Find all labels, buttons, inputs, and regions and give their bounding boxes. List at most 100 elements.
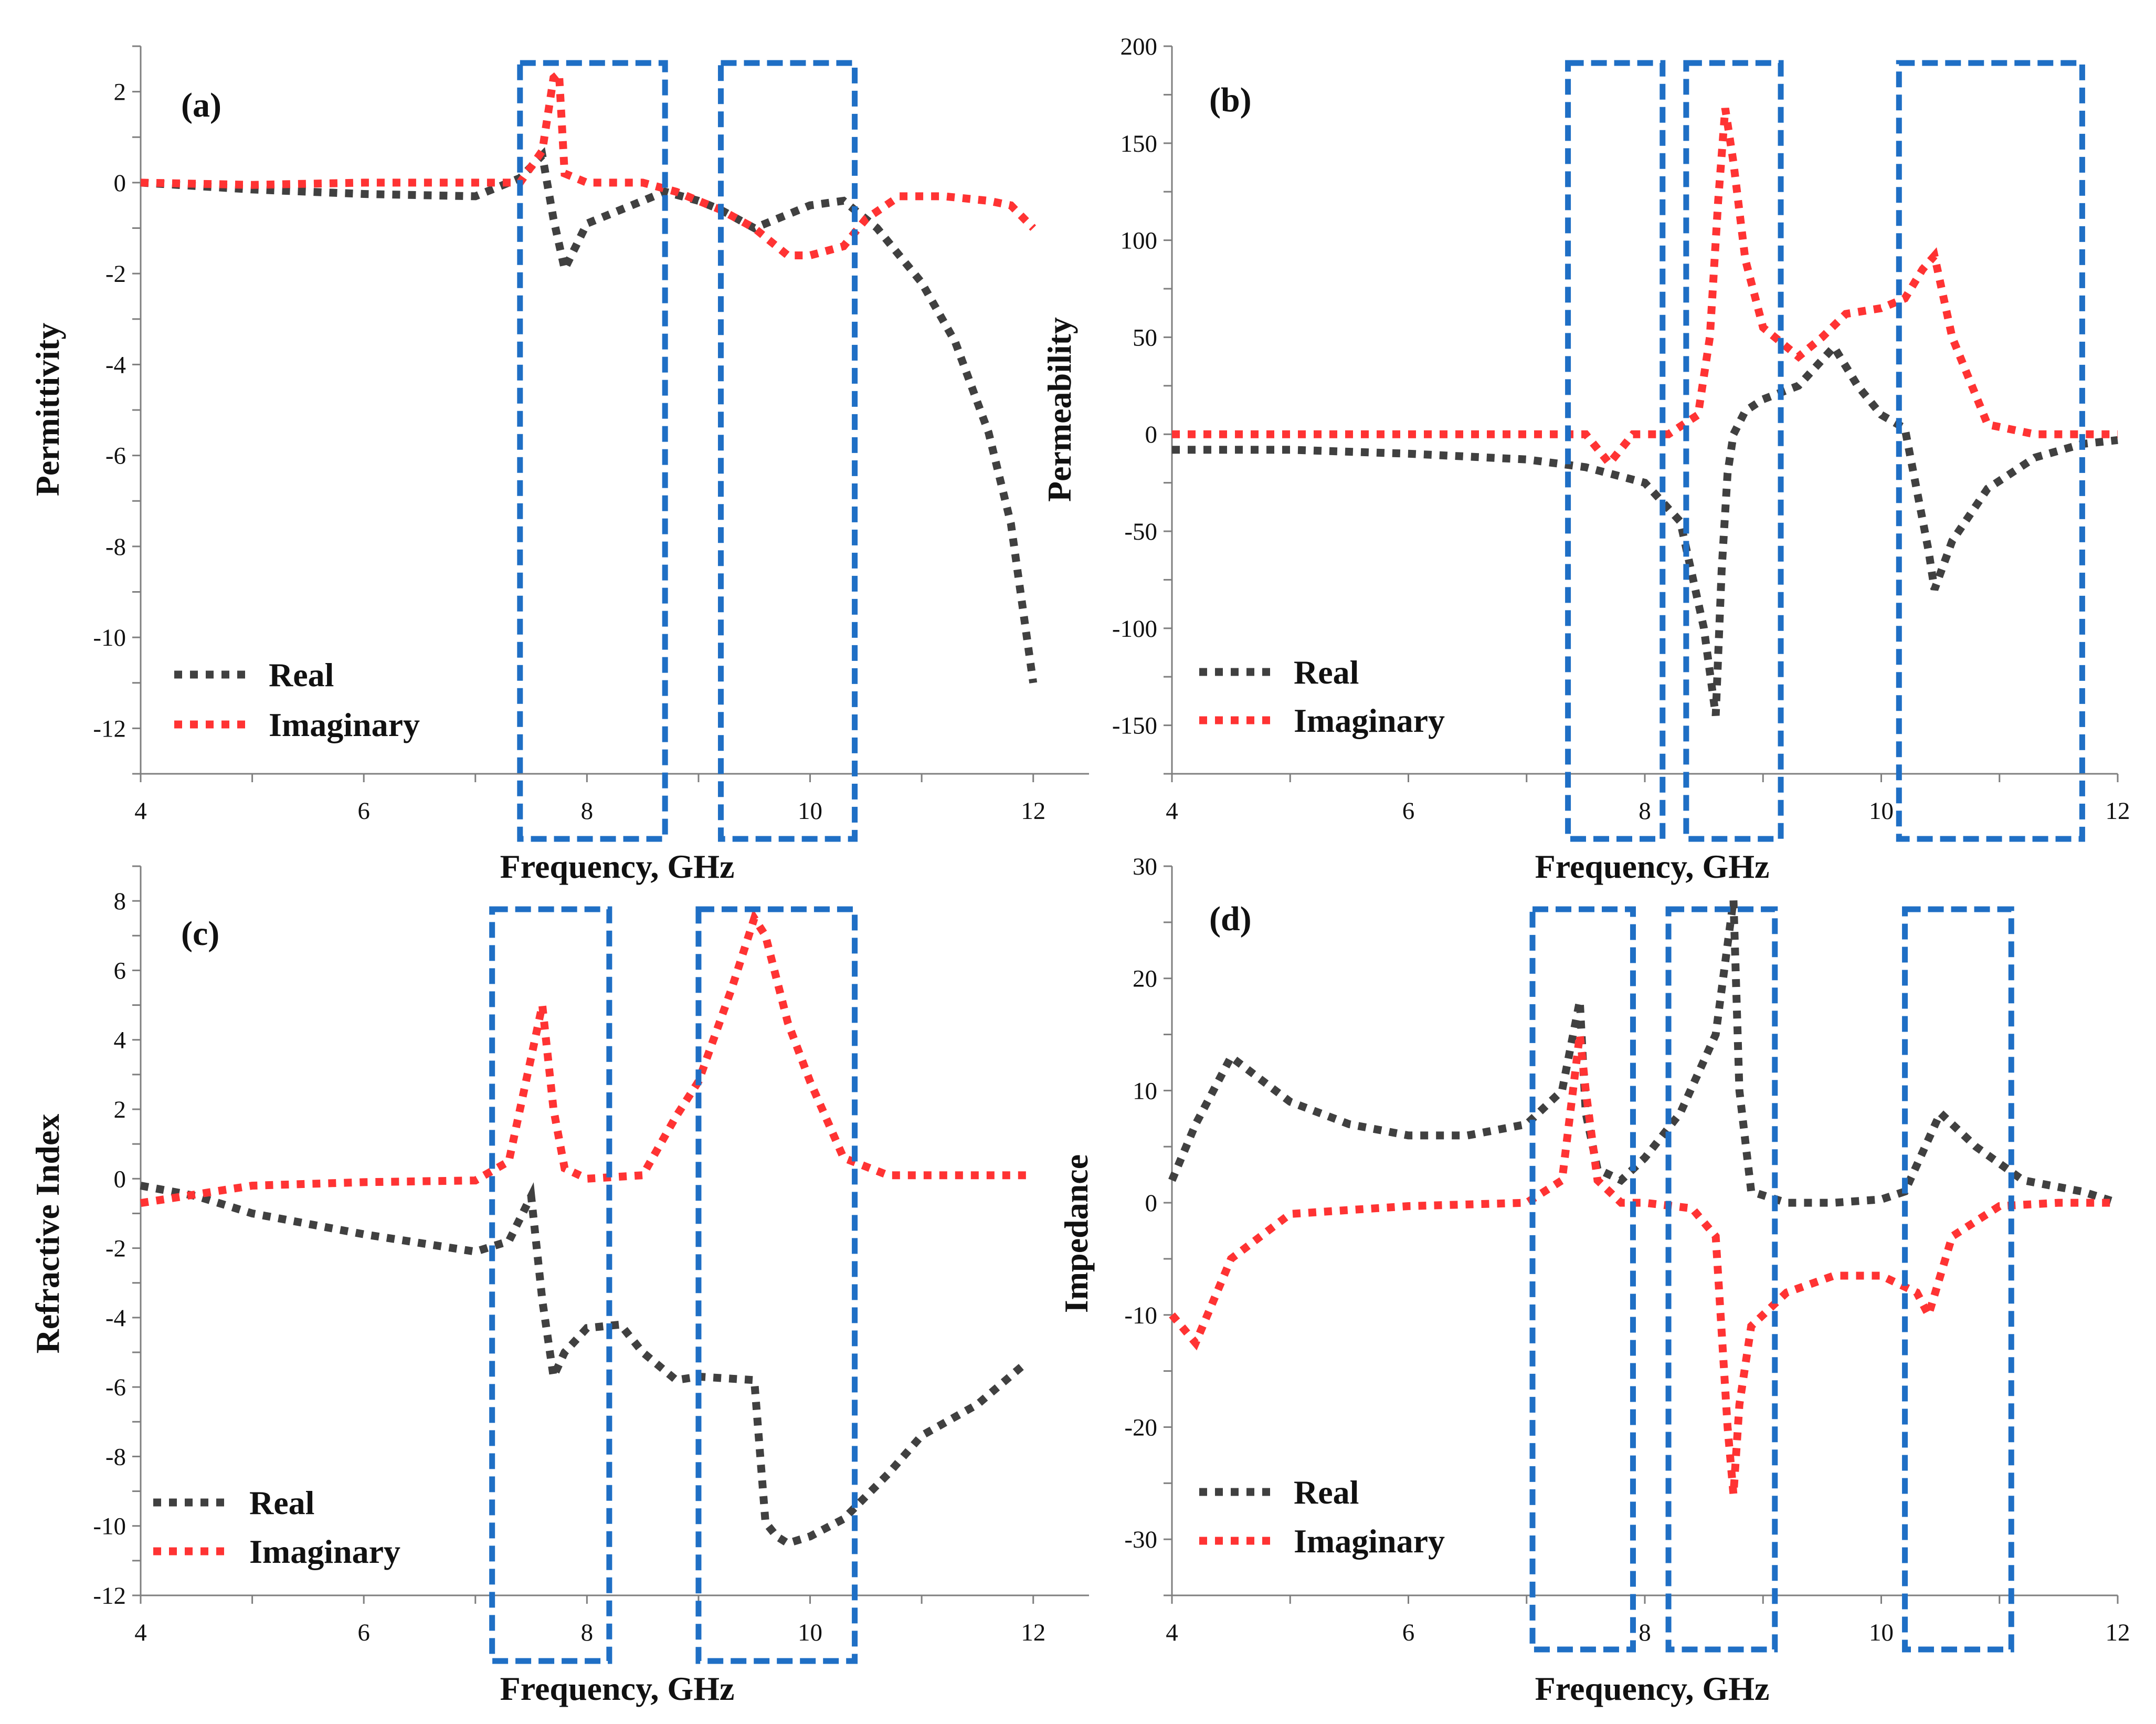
c-y-tick-label: -10	[93, 1513, 126, 1540]
panel-d: 30 20 10 0 -10 -20 -30 4 6 8 10 12 (d) Impedance Fr…	[1058, 853, 2130, 1707]
a-y-tick-label: 0	[114, 170, 126, 197]
c-y-tick-label: 0	[114, 1165, 126, 1193]
c-y-tick-label: -8	[105, 1443, 126, 1470]
a-y-tick-label: 2	[114, 79, 126, 106]
a-highlight-box-1	[517, 60, 668, 842]
panel-b-real-line	[1172, 340, 2118, 717]
d-highlight-box-3	[1902, 906, 2014, 1653]
a-x-tick-label: 12	[1021, 797, 1045, 825]
panel-c-x-title: Frequency, GHz	[500, 1670, 735, 1707]
d-y-tick-label: 10	[1133, 1077, 1157, 1105]
panel-b-axes: 200 150 100 50 0 -50 -100 -150 4 6 8 10 12	[1112, 33, 2130, 825]
panel-d-series	[1168, 899, 2119, 1495]
panel-b-legend-real: Real	[1294, 654, 1359, 691]
panel-a-series	[140, 65, 1038, 684]
b-y-tick-label: 0	[1145, 421, 1158, 448]
b-x-tick-label: 10	[1869, 797, 1894, 825]
c-x-tick-label: 12	[1021, 1619, 1045, 1646]
panel-c-highlight-boxes	[489, 906, 858, 1664]
c-x-tick-label: 4	[134, 1619, 147, 1646]
panel-b-legend: Real Imaginary	[1199, 654, 1445, 739]
panel-b-highlight-boxes	[1565, 60, 2085, 842]
panel-b-y-title: Permeability	[1041, 317, 1078, 502]
panel-a-legend-imaginary: Imaginary	[269, 706, 420, 743]
a-x-tick-label: 4	[134, 797, 147, 825]
b-x-tick-label: 8	[1639, 797, 1651, 825]
a-y-tick-label: -4	[105, 351, 126, 379]
c-x-tick-label: 8	[581, 1619, 594, 1646]
d-y-tick-label: -20	[1124, 1414, 1157, 1441]
panel-b-imaginary-line	[1172, 108, 2118, 470]
panel-d-x-title: Frequency, GHz	[1535, 1670, 1770, 1707]
panel-a-real-line	[140, 147, 1038, 684]
d-y-tick-label: 0	[1145, 1190, 1158, 1217]
c-y-tick-label: -12	[93, 1582, 126, 1610]
panel-d-y-title: Impedance	[1058, 1154, 1095, 1313]
panel-c-legend: Real Imaginary	[153, 1484, 400, 1570]
d-x-tick-label: 8	[1639, 1619, 1651, 1646]
panel-c-label: (c)	[181, 914, 219, 953]
panel-a-axes: 2 0 -2 -4 -6 -8 -10 -12 4 6 8 10 12	[93, 45, 1089, 825]
panel-c-series	[140, 909, 1033, 1548]
panel-a-label: (a)	[181, 86, 221, 124]
panel-d-real-line	[1168, 899, 2119, 1207]
d-y-tick-label: -30	[1124, 1526, 1157, 1553]
a-x-tick-label: 6	[357, 797, 370, 825]
a-y-tick-label: -8	[105, 533, 126, 561]
d-x-tick-label: 6	[1402, 1619, 1415, 1646]
d-y-tick-label: -10	[1124, 1302, 1157, 1329]
b-y-tick-label: -150	[1112, 712, 1157, 740]
b-x-tick-label: 4	[1166, 797, 1178, 825]
b-x-tick-label: 12	[2106, 797, 2130, 825]
panel-c: 8 6 4 2 0 -2 -4 -6 -8 -10 -12 4 6 8 10 12 (c) Refractiv…	[29, 865, 1089, 1707]
panel-b-legend-imaginary: Imaginary	[1294, 702, 1445, 739]
b-highlight-box-1	[1565, 60, 1666, 842]
b-x-tick-label: 6	[1402, 797, 1415, 825]
b-y-tick-label: -50	[1124, 518, 1157, 545]
d-highlight-box-2	[1665, 906, 1778, 1653]
c-y-tick-label: -6	[105, 1374, 126, 1401]
a-highlight-box-2	[717, 60, 858, 842]
c-y-tick-label: -2	[105, 1235, 126, 1263]
b-y-tick-label: 150	[1121, 130, 1158, 157]
panel-d-axes: 30 20 10 0 -10 -20 -30 4 6 8 10 12	[1124, 853, 2130, 1646]
b-highlight-box-3	[1896, 60, 2085, 842]
panel-a-legend-real: Real	[269, 656, 334, 693]
panel-c-y-title: Refractive Index	[29, 1114, 66, 1354]
d-y-tick-label: 20	[1133, 965, 1157, 993]
b-y-tick-label: 100	[1121, 227, 1158, 255]
panel-a-x-title: Frequency, GHz	[500, 848, 735, 885]
panel-b-series	[1172, 108, 2118, 717]
panel-a-y-title: Permittivity	[29, 323, 66, 497]
a-y-tick-label: -12	[93, 715, 126, 742]
d-highlight-box-1	[1529, 906, 1636, 1653]
panel-d-highlight-boxes	[1529, 906, 2014, 1653]
c-y-tick-label: 4	[114, 1027, 126, 1054]
panel-b-x-title: Frequency, GHz	[1535, 848, 1770, 885]
c-x-tick-label: 6	[357, 1619, 370, 1646]
panel-d-legend-imaginary: Imaginary	[1294, 1522, 1445, 1560]
a-y-tick-label: -2	[105, 260, 126, 288]
panel-a-highlight-boxes	[517, 60, 858, 842]
panel-c-legend-real: Real	[249, 1484, 314, 1521]
panel-c-imaginary-line	[140, 909, 1033, 1207]
a-y-tick-label: -6	[105, 443, 126, 470]
panel-b-label: (b)	[1209, 81, 1252, 119]
panel-d-legend: Real Imaginary	[1199, 1474, 1445, 1560]
panel-a: 2 0 -2 -4 -6 -8 -10 -12 4 6 8 10 12 (a) Permittivity…	[29, 45, 1089, 885]
d-x-tick-label: 12	[2106, 1619, 2130, 1646]
c-highlight-box-1	[489, 906, 612, 1664]
panel-a-legend: Real Imaginary	[174, 656, 420, 743]
d-y-tick-label: 30	[1133, 853, 1157, 880]
panel-c-axes: 8 6 4 2 0 -2 -4 -6 -8 -10 -12 4 6 8 10 12	[93, 865, 1089, 1646]
c-x-tick-label: 10	[798, 1619, 822, 1646]
panel-a-imaginary-line	[140, 65, 1037, 259]
b-y-tick-label: 200	[1121, 33, 1158, 60]
a-x-tick-label: 10	[798, 797, 822, 825]
c-highlight-box-2	[695, 906, 858, 1664]
panel-c-legend-imaginary: Imaginary	[249, 1533, 400, 1570]
panel-d-imaginary-line	[1169, 1034, 2118, 1495]
c-y-tick-label: 6	[114, 957, 126, 984]
panel-d-label: (d)	[1209, 900, 1252, 938]
